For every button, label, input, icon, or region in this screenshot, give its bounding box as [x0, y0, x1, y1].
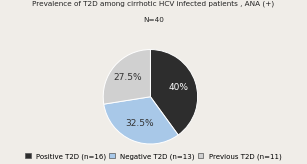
Text: 32.5%: 32.5% — [125, 119, 154, 128]
Wedge shape — [104, 97, 178, 144]
Wedge shape — [103, 50, 150, 104]
Text: N=40: N=40 — [143, 17, 164, 23]
Text: Prevalence of T2D among cirrhotic HCV infected patients , ANA (+): Prevalence of T2D among cirrhotic HCV in… — [33, 1, 274, 7]
Text: 40%: 40% — [168, 83, 188, 92]
Legend: Positive T2D (n=16), Negative T2D (n=13), Previous T2D (n=11): Positive T2D (n=16), Negative T2D (n=13)… — [25, 153, 282, 161]
Wedge shape — [150, 50, 198, 135]
Text: 27.5%: 27.5% — [114, 73, 142, 82]
